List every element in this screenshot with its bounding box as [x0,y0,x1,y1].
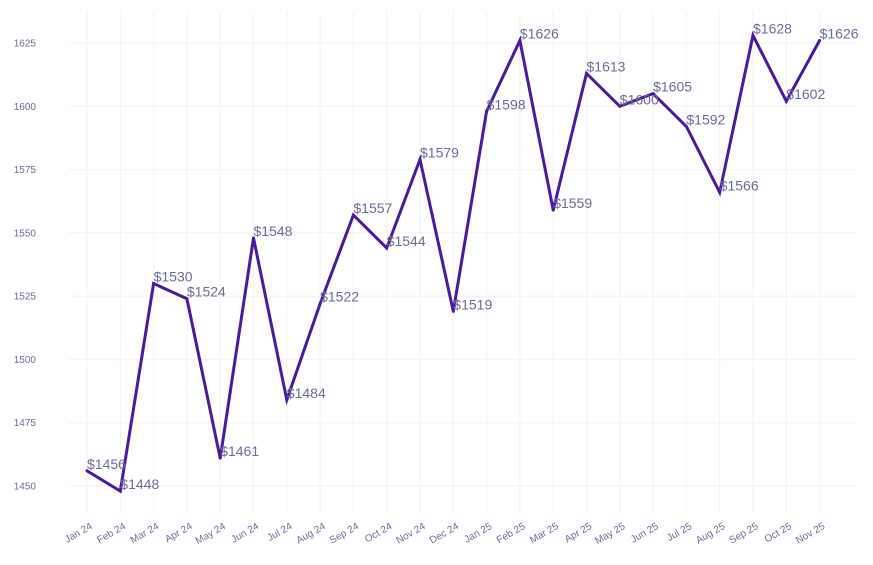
x-tick-label: Sep 24 [328,521,361,547]
x-tick-label: Jan 25 [463,521,495,546]
data-label: $1484 [287,385,326,401]
x-tick-label: Aug 24 [295,521,328,547]
data-point [551,208,555,212]
data-point [85,469,89,473]
x-tick-label: Jun 25 [629,521,661,546]
data-point [318,302,322,306]
data-point [285,398,289,402]
data-label: $1530 [154,268,193,284]
data-point [651,92,655,96]
series [85,30,822,494]
data-point [385,246,389,250]
data-point [118,489,122,493]
x-tick-label: Jul 25 [665,521,694,544]
data-point [818,38,822,42]
x-tick-label: Mar 24 [129,521,162,546]
x-tick-label: Nov 25 [794,521,827,547]
x-tick-label: Jan 24 [63,521,95,546]
data-label: $1628 [753,20,792,36]
data-label: $1524 [187,284,226,300]
data-point [684,125,688,129]
y-tick-label: 1600 [14,102,37,113]
y-tick-label: 1625 [14,39,37,50]
x-tick-label: Nov 24 [395,521,428,547]
data-label: $1461 [220,443,259,459]
x-tick-label: Aug 25 [694,521,727,547]
x-tick-label: Feb 24 [95,521,128,546]
data-label: $1456 [87,456,126,472]
data-point [585,71,588,75]
data-label: $1566 [720,177,759,193]
x-tick-label: Apr 24 [163,521,194,545]
data-label: $1522 [320,289,359,305]
y-tick-label: 1575 [14,165,37,176]
data-label: $1605 [653,79,692,95]
data-label: $1613 [587,58,626,74]
data-label: $1602 [786,86,825,102]
x-tick-label: Dec 24 [428,521,461,547]
data-point [351,213,355,217]
data-point [185,297,189,301]
y-tick-label: 1550 [14,228,37,239]
data-labels: $1456 $1448 $1530$1524 $1461 $1548 $1484 $1522… [87,20,859,492]
x-tick-label: May 25 [593,521,627,547]
y-tick-label: 1450 [14,482,37,493]
x-tick-label: Jul 24 [266,521,295,544]
data-label: $1557 [353,200,392,216]
x-tick-label: Mar 25 [528,521,561,546]
data-point [152,281,156,285]
data-point [618,104,622,108]
data-label: $1559 [553,195,592,211]
data-point [718,190,722,194]
data-label: $1544 [387,233,426,249]
data-point [218,456,222,460]
data-label: $1626 [820,25,859,41]
x-tick-label: Jun 24 [229,521,261,546]
data-point [485,109,489,113]
data-label: $1548 [254,223,293,239]
y-tick-label: 1500 [14,355,37,366]
data-point [751,33,755,37]
data-label: $1579 [420,144,459,160]
x-tick-label: May 24 [194,521,228,547]
data-label: $1626 [520,25,559,41]
x-tick-label: Sep 25 [728,521,761,547]
data-label: $1592 [686,112,725,128]
x-tick-label: Oct 25 [763,521,794,545]
x-tick-label: Oct 24 [363,521,394,545]
data-point [252,236,255,240]
y-tick-label: 1525 [14,292,37,303]
data-label: $1519 [453,296,492,312]
data-point [518,38,522,42]
data-label: $1600 [620,91,659,107]
data-label: $1448 [120,476,159,492]
data-point [784,99,788,103]
grid [69,12,858,512]
data-point [418,157,422,161]
x-tick-label: Feb 25 [495,521,528,546]
data-label: $1598 [487,96,526,112]
data-point [451,309,455,313]
x-tick-label: Apr 25 [563,521,594,545]
y-tick-label: 1475 [14,418,37,429]
